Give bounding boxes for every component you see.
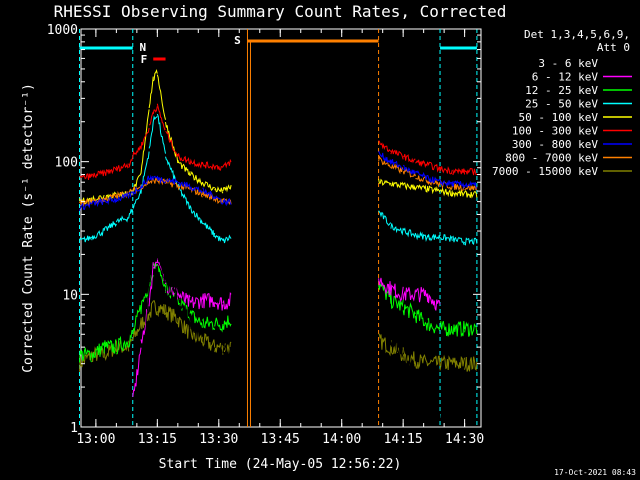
legend-label: 12 - 25 keV <box>525 84 598 97</box>
timestamp: 17-Oct-2021 08:43 <box>554 468 636 477</box>
y-tick-label: 1000 <box>47 23 78 38</box>
x-tick-label: 13:30 <box>199 432 238 447</box>
x-axis-label: Start Time (24-May-05 12:56:22) <box>159 457 402 472</box>
legend-label: 3 - 6 keV <box>538 57 598 70</box>
legend-label: 25 - 50 keV <box>525 98 598 111</box>
x-tick-label: 13:15 <box>138 432 177 447</box>
legend-label: 7000 - 15000 keV <box>492 165 598 178</box>
legend-label: 100 - 300 keV <box>512 125 598 138</box>
series-line-0 <box>140 241 441 422</box>
plot-area <box>80 28 482 428</box>
legend-label: 6 - 12 keV <box>532 71 599 84</box>
legend-header-line-1: Det 1,3,4,5,6,9, <box>524 28 630 41</box>
saa-flag-label: S <box>234 34 241 47</box>
chart-title: RHESSI Observing Summary Count Rates, Co… <box>54 2 507 21</box>
legend-label: 300 - 800 keV <box>512 138 598 151</box>
series-line-1 <box>132 258 441 397</box>
legend-header-line-2: Att 0 <box>597 41 630 54</box>
x-tick-label: 14:30 <box>445 432 484 447</box>
flare-flag-label: F <box>141 53 148 66</box>
y-tick-label: 10 <box>62 288 78 303</box>
x-tick-label: 13:45 <box>261 432 300 447</box>
y-tick-label: 100 <box>55 156 78 171</box>
axes-layer: 13:00 13:15 13:30 13:45 14:00 14:15 14:30 1 10 10… <box>47 23 484 447</box>
series-line-3 <box>79 113 478 246</box>
x-tick-label: 13:00 <box>76 432 115 447</box>
x-tick-label: 14:15 <box>384 432 423 447</box>
x-tick-label: 14:00 <box>322 432 361 447</box>
series-line-6 <box>79 150 478 212</box>
y-tick-label: 1 <box>70 421 78 436</box>
y-axis-label: Corrected Count Rate (s⁻¹ detector⁻¹) <box>21 83 36 373</box>
night-flag-label: N <box>139 41 146 54</box>
legend-label: 50 - 100 keV <box>519 111 599 124</box>
series-layer <box>79 69 478 422</box>
legend-label: 800 - 7000 keV <box>505 152 598 165</box>
series-line-5 <box>79 103 478 180</box>
